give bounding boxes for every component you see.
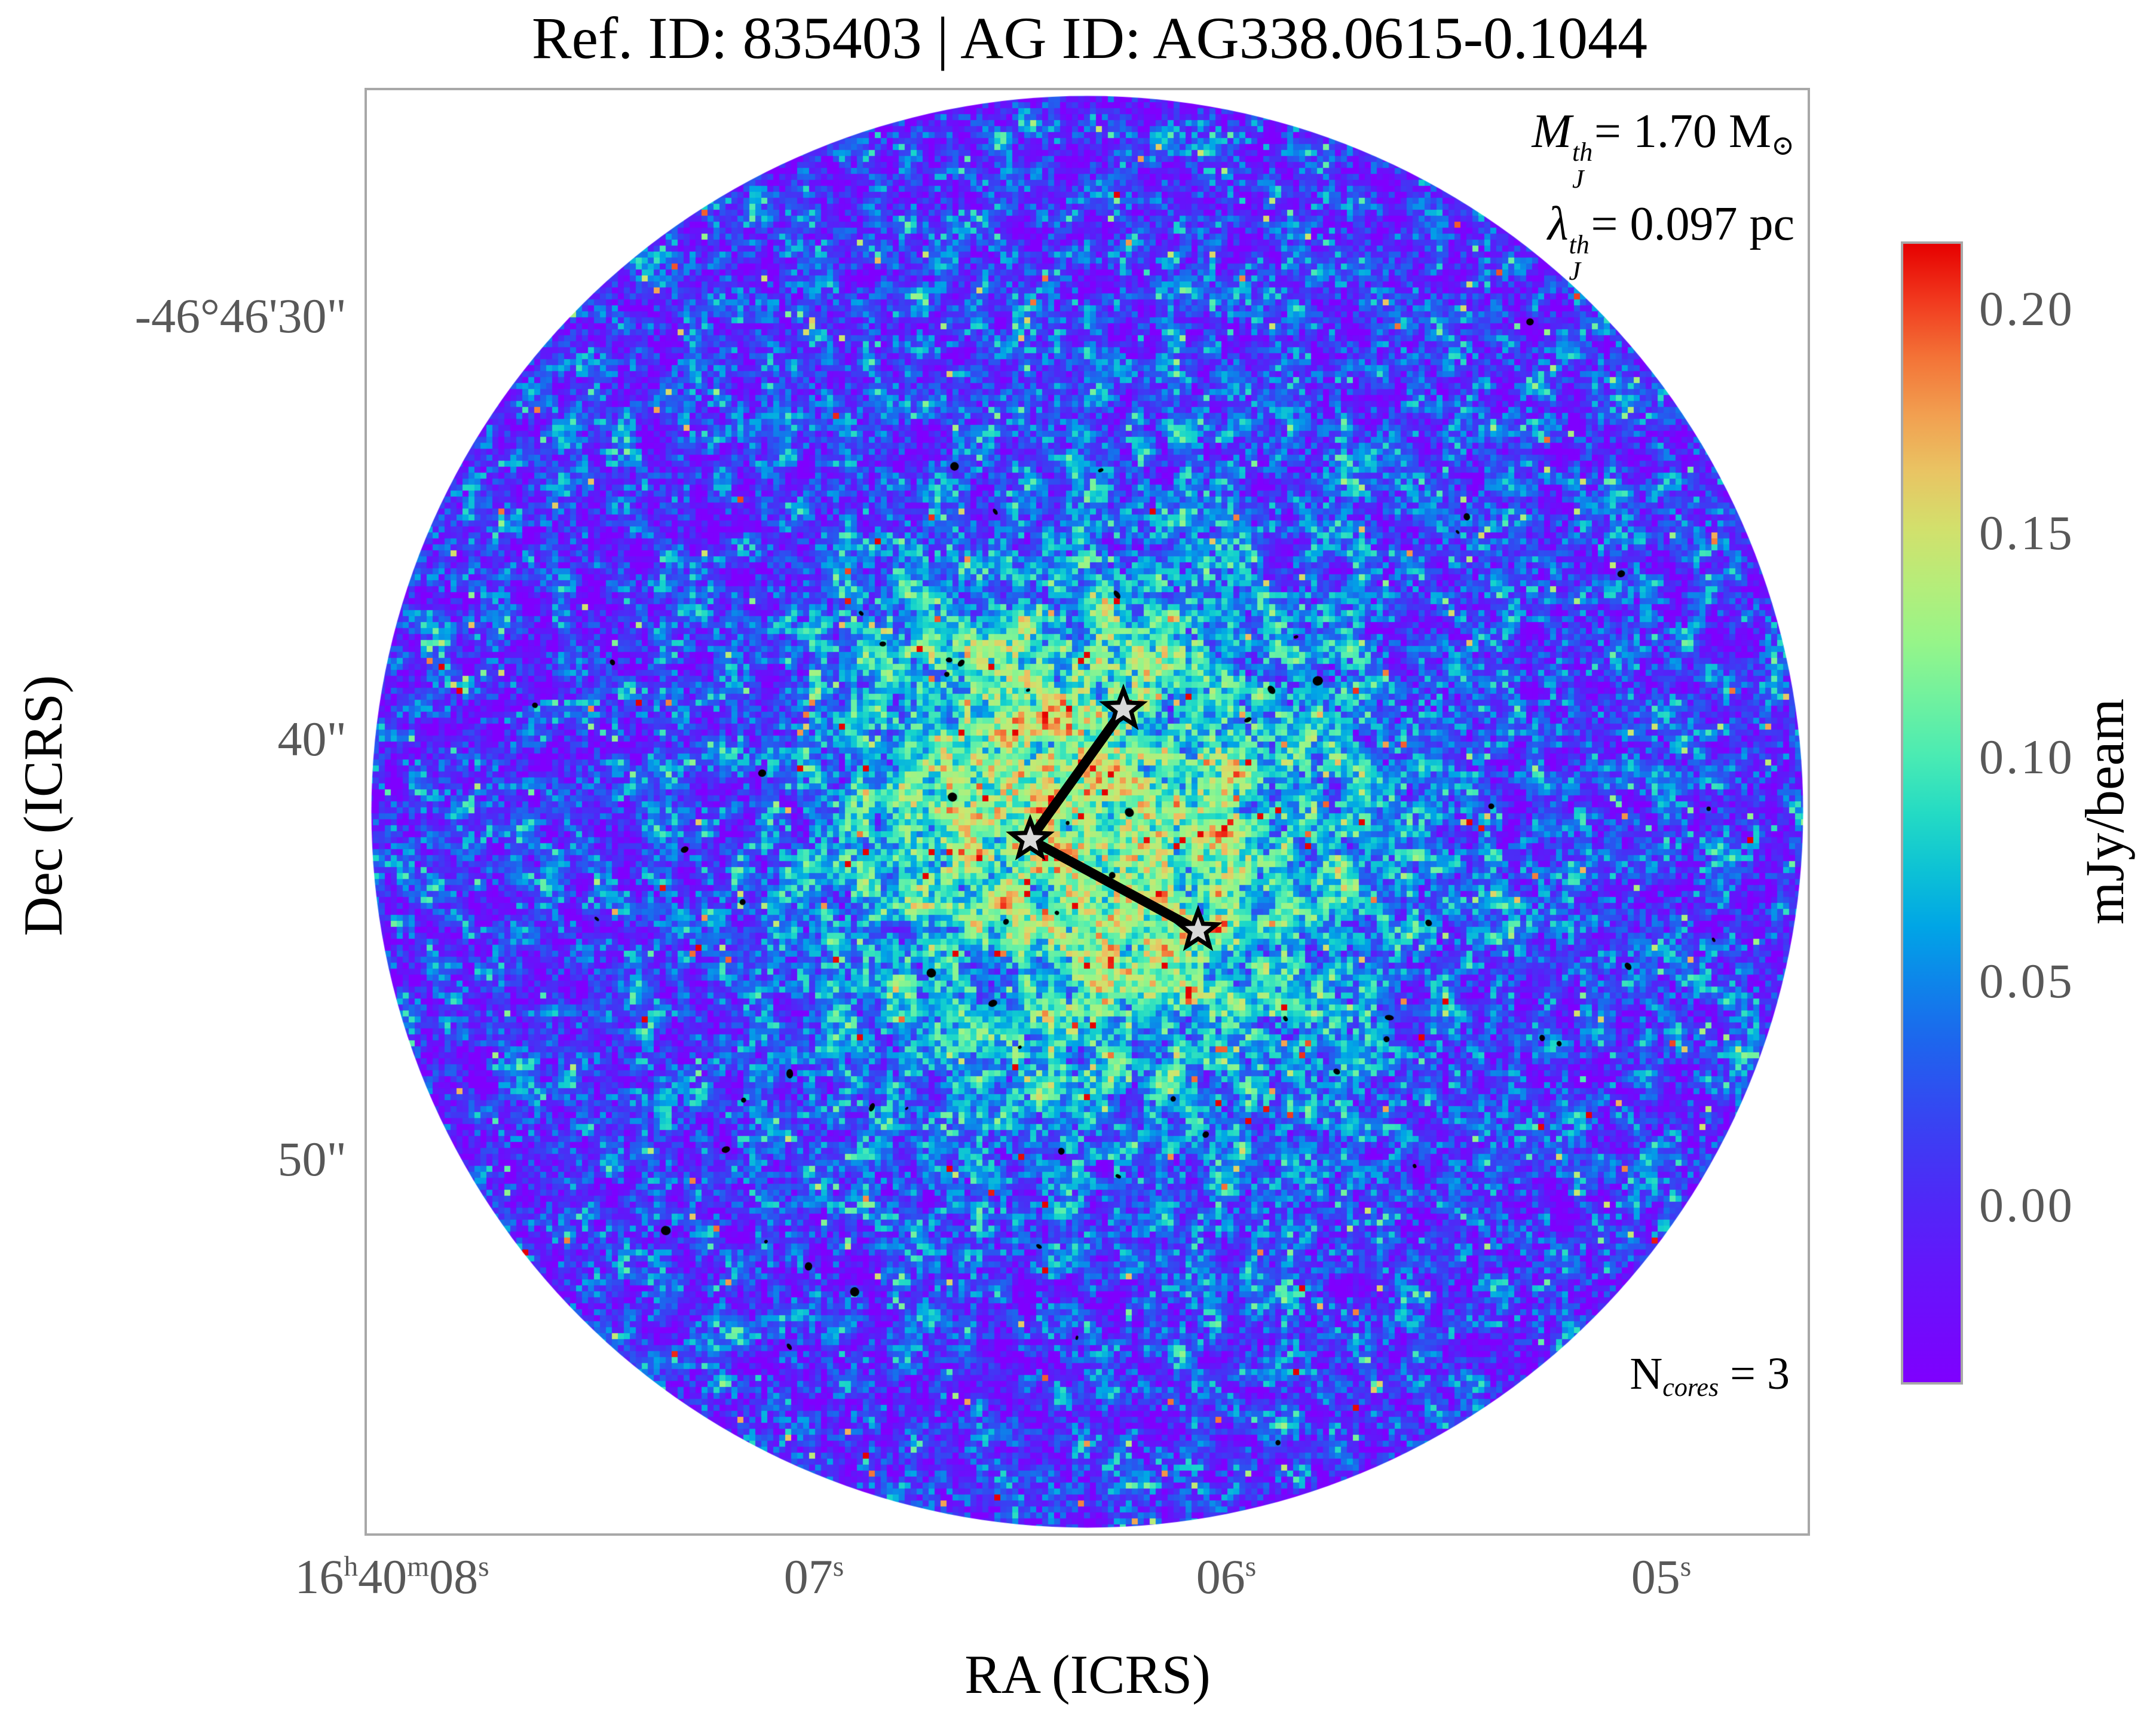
colorbar-title: mJy/beam — [2074, 698, 2135, 925]
x-tick-label: 07s — [783, 1549, 844, 1604]
core-star-marker — [1006, 813, 1055, 860]
colorbar-tick-label: 0.15 — [1979, 506, 2075, 560]
core-link-line — [1026, 706, 1128, 843]
figure-title: Ref. ID: 835403 | AG ID: AG338.0615-0.10… — [531, 5, 1648, 71]
y-tick-label: -46°46'30" — [134, 289, 347, 343]
core-link-line — [1028, 835, 1200, 935]
core-star-marker — [1174, 904, 1223, 951]
core-markers-overlay — [1006, 683, 1223, 951]
n-cores-annotation: Ncores = 3 — [1630, 1349, 1790, 1402]
x-tick-label: 16h40m08s — [295, 1549, 489, 1604]
colorbar-tick-label: 0.20 — [1979, 281, 2075, 336]
core-star-marker — [1099, 683, 1148, 730]
noise-heatmap-image — [367, 90, 1808, 1533]
jeans-length-annotation: λ th J = 0.097 pc — [1547, 197, 1794, 286]
plot-area — [365, 88, 1810, 1536]
x-axis-title: RA (ICRS) — [964, 1644, 1211, 1705]
y-tick-label: 50" — [277, 1132, 347, 1186]
y-axis-title: Dec (ICRS) — [13, 675, 74, 936]
y-tick-label: 40" — [277, 712, 347, 766]
x-tick-label: 06s — [1196, 1549, 1257, 1604]
x-tick-label: 05s — [1631, 1549, 1692, 1604]
colorbar-tick-label: 0.05 — [1979, 954, 2075, 1008]
colorbar-tick-label: 0.10 — [1979, 730, 2075, 784]
colorbar — [1901, 241, 1963, 1385]
plot-canvas-wrap — [367, 90, 1808, 1533]
colorbar-tick-label: 0.00 — [1979, 1178, 2075, 1232]
